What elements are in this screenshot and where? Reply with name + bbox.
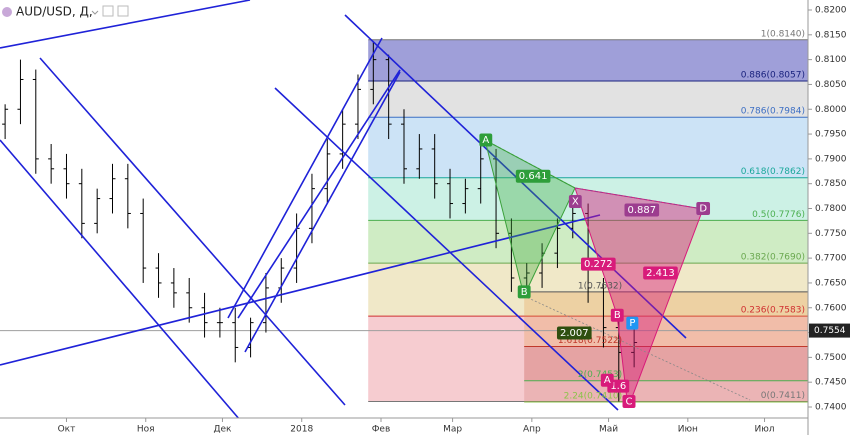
pattern-label-box [624, 203, 660, 217]
pattern-label-box [515, 169, 551, 183]
y-tick-label: 0.7650 [815, 278, 847, 288]
y-tick-label: 0.7450 [815, 378, 847, 388]
fib-band [368, 117, 808, 178]
x-tick-label: Июн [678, 425, 698, 435]
pattern-label: 0.272 [584, 259, 613, 270]
pattern-line [484, 139, 576, 189]
pattern-label-box [610, 308, 624, 322]
header: AUD/USD, Д, [2, 5, 129, 19]
fib-label: 0.236(0.7583) [741, 306, 805, 316]
fib-band [368, 80, 808, 118]
y-tick-label: 0.7700 [815, 254, 847, 264]
last-price-label: 0.7554 [814, 326, 846, 336]
pattern-line [523, 295, 751, 401]
y-tick-label: 0.8100 [815, 55, 847, 65]
pattern-label: 2.007 [560, 328, 589, 339]
last-price-tag [809, 323, 850, 338]
pattern-label-box [626, 316, 639, 330]
y-tick-label: 0.7750 [815, 229, 847, 239]
fib-label: 0(0.7411) [761, 391, 805, 401]
pattern-label: 0.887 [627, 205, 656, 216]
trend-line [0, 139, 241, 421]
trend-line [344, 14, 687, 339]
trend-line [0, 214, 601, 366]
x-tick-label: Ноя [137, 425, 155, 435]
annotations-layer: 1(0.8140) 0.886(0.8057) 0.786(0.7984) 0.618… [479, 29, 805, 409]
trend-line [227, 37, 383, 319]
y-tick-label: 0.8000 [815, 105, 847, 115]
time-axis-bg [0, 418, 808, 435]
trend-line [244, 71, 401, 353]
symbol-title: AUD/USD, Д, [16, 5, 93, 19]
x-tick-label: Мар [443, 425, 462, 435]
pattern-label-box [600, 373, 614, 387]
settings-icon[interactable] [102, 5, 114, 17]
bars-layer [2, 41, 638, 402]
close-icon[interactable] [117, 5, 129, 17]
fib-band [524, 380, 808, 403]
pattern-label: B [614, 310, 621, 321]
fib-label: 1.618(0.7522) [558, 336, 622, 346]
fib-label: 0.618(0.7862) [741, 167, 805, 177]
y-tick-label: 0.7500 [815, 353, 847, 363]
pattern-label: X [572, 197, 579, 208]
pattern-label: C [626, 397, 633, 408]
pattern-label: B [521, 287, 528, 298]
pattern-label-box [643, 266, 678, 280]
fib-band [524, 346, 808, 381]
y-tick-label: 0.7600 [815, 303, 847, 313]
pattern-label-box [622, 395, 636, 409]
drawings [0, 0, 751, 421]
pattern-label-box [568, 195, 582, 209]
x-tick-label: Фев [372, 425, 391, 435]
pattern-label-box [696, 202, 711, 215]
dropdown-icon[interactable] [91, 10, 99, 15]
y-tick-label: 0.8200 [815, 6, 847, 16]
fib-label: 0.886(0.8057) [741, 70, 805, 80]
y-tick-label: 0.8050 [815, 80, 847, 90]
trend-line [274, 87, 619, 411]
y-tick-label: 0.8150 [815, 30, 847, 40]
y-tick-label: 0.7950 [815, 130, 847, 140]
fib-label: 1(0.7632) [578, 281, 622, 291]
fib-label: 2(0.7453) [578, 370, 622, 380]
fib-band [368, 39, 808, 81]
y-tick-label: 0.7400 [815, 403, 847, 413]
pattern-label-box [556, 326, 592, 340]
pattern-label-box [581, 257, 616, 271]
y-tick-label: 0.7800 [815, 204, 847, 214]
y-tick-label: 0.7900 [815, 154, 847, 164]
fib-label: 0.786(0.7984) [741, 107, 805, 117]
trend-line [39, 57, 346, 406]
pattern-label-box [479, 133, 493, 147]
pattern-label: 2.413 [646, 268, 675, 279]
trend-line [0, 0, 251, 49]
pattern-label: A [482, 135, 489, 146]
pattern-label: A [604, 375, 611, 386]
y-tick-label: 0.7850 [815, 179, 847, 189]
fib-label: 1(0.8140) [761, 29, 805, 39]
symbol-icon [2, 7, 12, 17]
pattern-label: D [699, 204, 707, 215]
x-tick-label: Апр [523, 425, 541, 435]
pattern-label-box [517, 285, 531, 299]
pattern-label: P [629, 318, 635, 329]
pattern-line [574, 187, 704, 210]
trend-line [237, 69, 401, 319]
pattern-label: 1.6 [610, 381, 626, 392]
x-tick-label: Окт [58, 425, 76, 435]
x-tick-label: 2018 [290, 425, 313, 435]
x-tick-label: Май [599, 425, 618, 435]
price-axis-bg [808, 0, 850, 435]
x-tick-label: Дек [213, 425, 232, 435]
fib-label: 0.382(0.7690) [741, 253, 805, 263]
x-tick-label: Июл [755, 425, 775, 435]
fib-label: 0.5(0.7776) [752, 210, 805, 220]
fib-label: 2.24(0.7410) [564, 392, 623, 402]
pattern-label: 0.641 [519, 171, 548, 182]
